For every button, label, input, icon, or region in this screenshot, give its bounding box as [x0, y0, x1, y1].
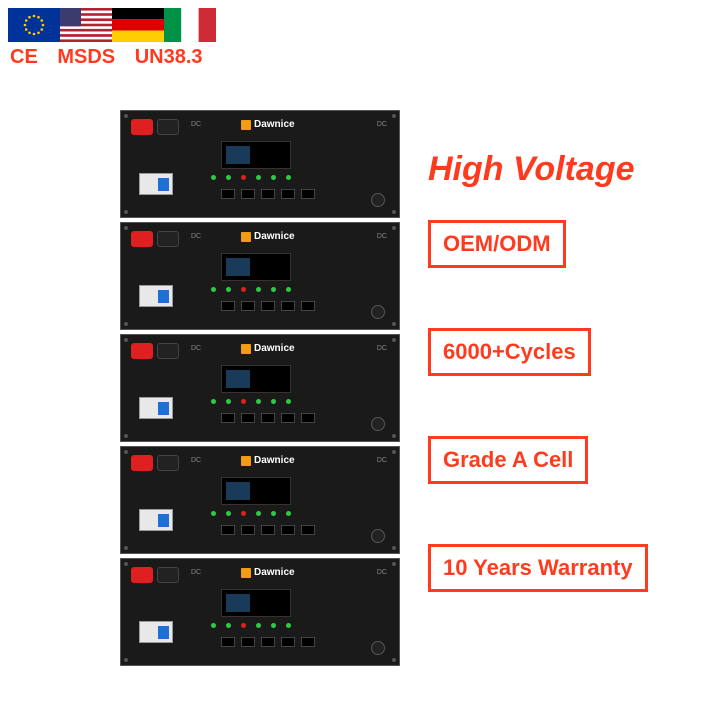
- brand-label: Dawnice: [241, 343, 295, 354]
- display-screen: [221, 141, 291, 169]
- breaker-switch: [139, 173, 173, 195]
- dc-label: DC: [191, 569, 201, 576]
- breaker-switch: [139, 285, 173, 307]
- status-leds: [211, 287, 291, 292]
- terminal-negative: [157, 119, 179, 135]
- flag-row: [0, 0, 720, 42]
- feature-badge: OEM/ODM: [428, 220, 566, 268]
- display-screen: [221, 365, 291, 393]
- battery-module: DC Dawnice DC: [120, 558, 400, 666]
- status-leds: [211, 175, 291, 180]
- feature-badges: OEM/ODM 6000+Cycles Grade A Cell 10 Years W…: [428, 220, 648, 652]
- dc-label: DC: [377, 345, 387, 352]
- terminal-negative: [157, 567, 179, 583]
- display-screen: [221, 253, 291, 281]
- dc-label: DC: [377, 233, 387, 240]
- feature-badge: 10 Years Warranty: [428, 544, 648, 592]
- brand-label: Dawnice: [241, 231, 295, 242]
- terminal-positive: [131, 119, 153, 135]
- status-leds: [211, 399, 291, 404]
- dc-label: DC: [377, 569, 387, 576]
- comm-ports: [221, 301, 315, 311]
- comm-ports: [221, 525, 315, 535]
- terminal-positive: [131, 343, 153, 359]
- battery-module: DC Dawnice DC: [120, 222, 400, 330]
- cert-un383: UN38.3: [135, 46, 203, 68]
- dc-label: DC: [191, 457, 201, 464]
- dc-label: DC: [191, 121, 201, 128]
- comm-ports: [221, 637, 315, 647]
- dc-label: DC: [377, 457, 387, 464]
- certifications: CE MSDS UN38.3: [0, 42, 720, 69]
- comm-ports: [221, 189, 315, 199]
- power-knob: [371, 193, 385, 207]
- feature-badge: 6000+Cycles: [428, 328, 591, 376]
- battery-stack: DC Dawnice DC DC Dawnice DC DC Dawnice: [120, 110, 400, 670]
- display-screen: [221, 589, 291, 617]
- terminal-positive: [131, 567, 153, 583]
- headline: High Voltage: [428, 150, 635, 189]
- dc-label: DC: [191, 345, 201, 352]
- brand-label: Dawnice: [241, 119, 295, 130]
- breaker-switch: [139, 397, 173, 419]
- flag-eu: [8, 8, 60, 42]
- terminal-positive: [131, 231, 153, 247]
- terminal-positive: [131, 455, 153, 471]
- flag-de: [112, 8, 164, 42]
- cert-ce: CE: [10, 46, 38, 68]
- feature-badge: Grade A Cell: [428, 436, 588, 484]
- terminal-negative: [157, 455, 179, 471]
- power-knob: [371, 417, 385, 431]
- flag-it: [164, 8, 216, 42]
- battery-module: DC Dawnice DC: [120, 446, 400, 554]
- power-knob: [371, 305, 385, 319]
- dc-label: DC: [191, 233, 201, 240]
- flag-us: [60, 8, 112, 42]
- breaker-switch: [139, 621, 173, 643]
- status-leds: [211, 623, 291, 628]
- brand-label: Dawnice: [241, 455, 295, 466]
- status-leds: [211, 511, 291, 516]
- brand-label: Dawnice: [241, 567, 295, 578]
- display-screen: [221, 477, 291, 505]
- comm-ports: [221, 413, 315, 423]
- battery-module: DC Dawnice DC: [120, 334, 400, 442]
- dc-label: DC: [377, 121, 387, 128]
- power-knob: [371, 529, 385, 543]
- breaker-switch: [139, 509, 173, 531]
- terminal-negative: [157, 231, 179, 247]
- battery-module: DC Dawnice DC: [120, 110, 400, 218]
- power-knob: [371, 641, 385, 655]
- terminal-negative: [157, 343, 179, 359]
- cert-msds: MSDS: [57, 46, 115, 68]
